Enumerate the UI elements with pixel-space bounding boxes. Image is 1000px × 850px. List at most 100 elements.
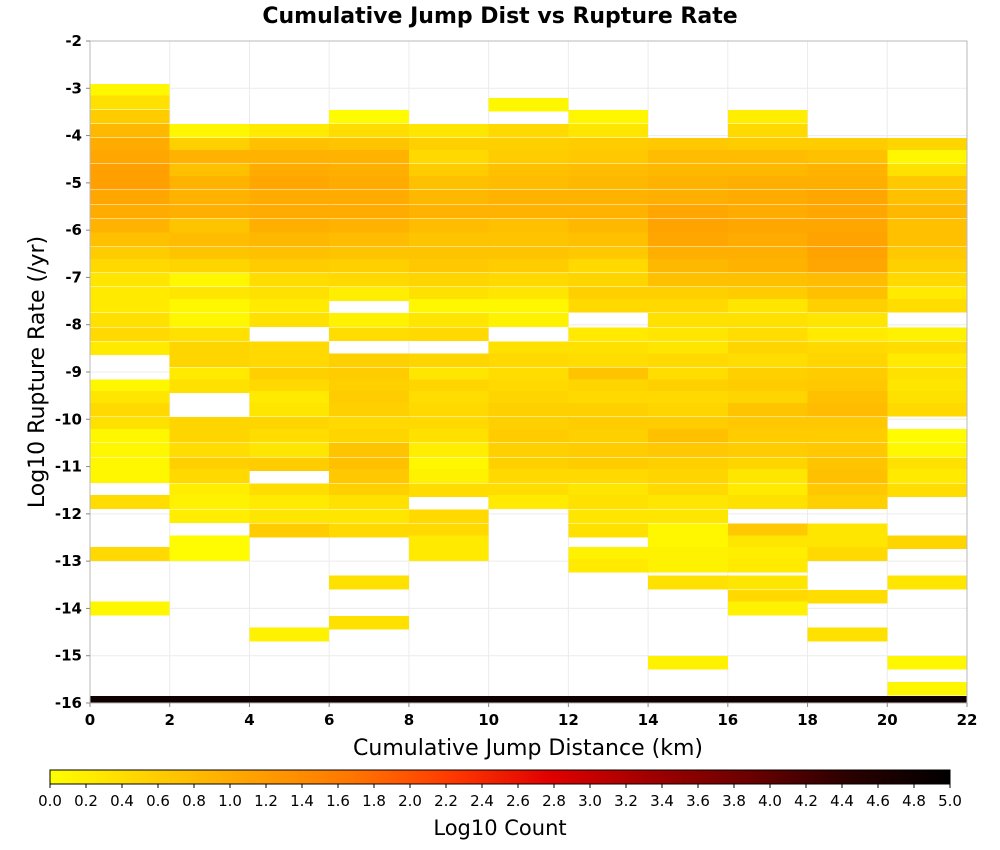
heatmap-cell: [90, 379, 170, 394]
heatmap-cell: [169, 417, 250, 431]
heatmap-cell: [329, 495, 409, 509]
heatmap-cell: [329, 232, 409, 247]
heatmap-cell: [488, 483, 569, 498]
heatmap-cell: [727, 483, 808, 498]
heatmap-cell: [329, 575, 409, 590]
heatmap-cell: [807, 341, 888, 356]
colorbar-tick-label: 1.6: [326, 792, 350, 810]
heatmap-cell: [807, 483, 888, 498]
heatmap-cell: [807, 246, 888, 261]
heatmap-cell: [488, 469, 569, 483]
heatmap-cell: [568, 327, 649, 342]
heatmap-cell: [727, 523, 808, 538]
heatmap-cell: [488, 246, 569, 261]
y-tick-label: -7: [65, 268, 82, 286]
heatmap-cell: [408, 696, 489, 703]
heatmap-cell: [648, 535, 728, 550]
heatmap-cell: [887, 655, 967, 670]
heatmap-cell: [727, 402, 808, 417]
heatmap-cell: [408, 123, 489, 138]
heatmap-cell: [408, 402, 489, 417]
heatmap-cell: [568, 428, 649, 443]
heatmap-cell: [169, 246, 250, 261]
heatmap-cell: [169, 535, 250, 550]
heatmap-cell: [90, 138, 170, 152]
heatmap-cell: [90, 469, 170, 483]
heatmap-cell: [488, 258, 569, 273]
heatmap-cell: [887, 232, 967, 247]
colorbar-tick-label: 0.0: [38, 792, 62, 810]
heatmap-cell: [169, 298, 250, 313]
x-tick-label: 18: [797, 711, 818, 729]
heatmap-cell: [90, 327, 170, 342]
heatmap-cell: [90, 696, 170, 703]
heatmap-cell: [807, 138, 888, 152]
heatmap-cell: [488, 367, 569, 382]
y-tick-label: -4: [65, 127, 82, 145]
heatmap-cell: [329, 379, 409, 394]
heatmap-cell: [568, 443, 649, 457]
heatmap-cell: [568, 298, 649, 313]
heatmap-cell: [329, 509, 409, 524]
heatmap-cell: [727, 559, 808, 573]
heatmap-cell: [488, 97, 569, 112]
heatmap-cell: [727, 258, 808, 273]
heatmap-cell: [887, 218, 967, 233]
heatmap-cell: [329, 176, 409, 190]
heatmap-cell: [249, 232, 330, 247]
heatmap-cell: [169, 367, 250, 382]
heatmap-cell: [568, 696, 649, 703]
heatmap-cell: [488, 164, 569, 178]
heatmap-cell: [249, 258, 330, 273]
heatmap-cell: [887, 379, 967, 394]
heatmap-cell: [90, 313, 170, 327]
x-tick-label: 2: [165, 711, 175, 729]
heatmap-cell: [727, 164, 808, 178]
colorbar-tick-label: 1.0: [218, 792, 242, 810]
heatmap-cell: [90, 495, 170, 509]
heatmap-cell: [727, 443, 808, 457]
heatmap-cell: [488, 457, 569, 472]
heatmap-cell: [807, 495, 888, 509]
heatmap-cell: [488, 443, 569, 457]
heatmap-cell: [807, 402, 888, 417]
heatmap-cell: [329, 391, 409, 405]
heatmap-cell: [727, 341, 808, 356]
heatmap-cell: [568, 367, 649, 382]
heatmap-cell: [887, 327, 967, 342]
heatmap-cell: [648, 402, 728, 417]
heatmap-cell: [807, 391, 888, 405]
heatmap-cell: [807, 287, 888, 301]
heatmap-cell: [807, 547, 888, 561]
heatmap-cell: [249, 509, 330, 524]
heatmap-cell: [169, 341, 250, 356]
heatmap-cell: [488, 417, 569, 431]
heatmap-cell: [488, 313, 569, 327]
heatmap-cell: [169, 495, 250, 509]
heatmap-cell: [90, 176, 170, 190]
heatmap-cell: [408, 287, 489, 301]
colorbar-ticks: 0.0 0.2 0.4 0.6 0.8 1.0 1.2 1.4 1.6 1.8 2.0 2.2 2.4 2…: [38, 784, 962, 810]
heatmap-cell: [727, 246, 808, 261]
heatmap-cell: [329, 246, 409, 261]
heatmap-cell: [807, 696, 888, 703]
heatmap-cell: [727, 218, 808, 233]
heatmap-cell: [329, 287, 409, 301]
colorbar-tick-label: 0.2: [74, 792, 98, 810]
heatmap-cell: [408, 190, 489, 204]
heatmap-cell: [887, 272, 967, 287]
colorbar-tick-label: 4.4: [830, 792, 854, 810]
heatmap-cell: [727, 417, 808, 431]
heatmap-cell: [807, 232, 888, 247]
heatmap-cell: [568, 509, 649, 524]
heatmap-cell: [887, 457, 967, 472]
heatmap-cell: [648, 232, 728, 247]
heatmap-cell: [329, 313, 409, 327]
colorbar-tick-label: 3.6: [686, 792, 710, 810]
heatmap-cell: [329, 417, 409, 431]
heatmap-cell: [807, 218, 888, 233]
y-tick-label: -12: [55, 505, 82, 523]
heatmap-cell: [90, 443, 170, 457]
heatmap-cell: [727, 535, 808, 550]
heatmap-cell: [807, 379, 888, 394]
